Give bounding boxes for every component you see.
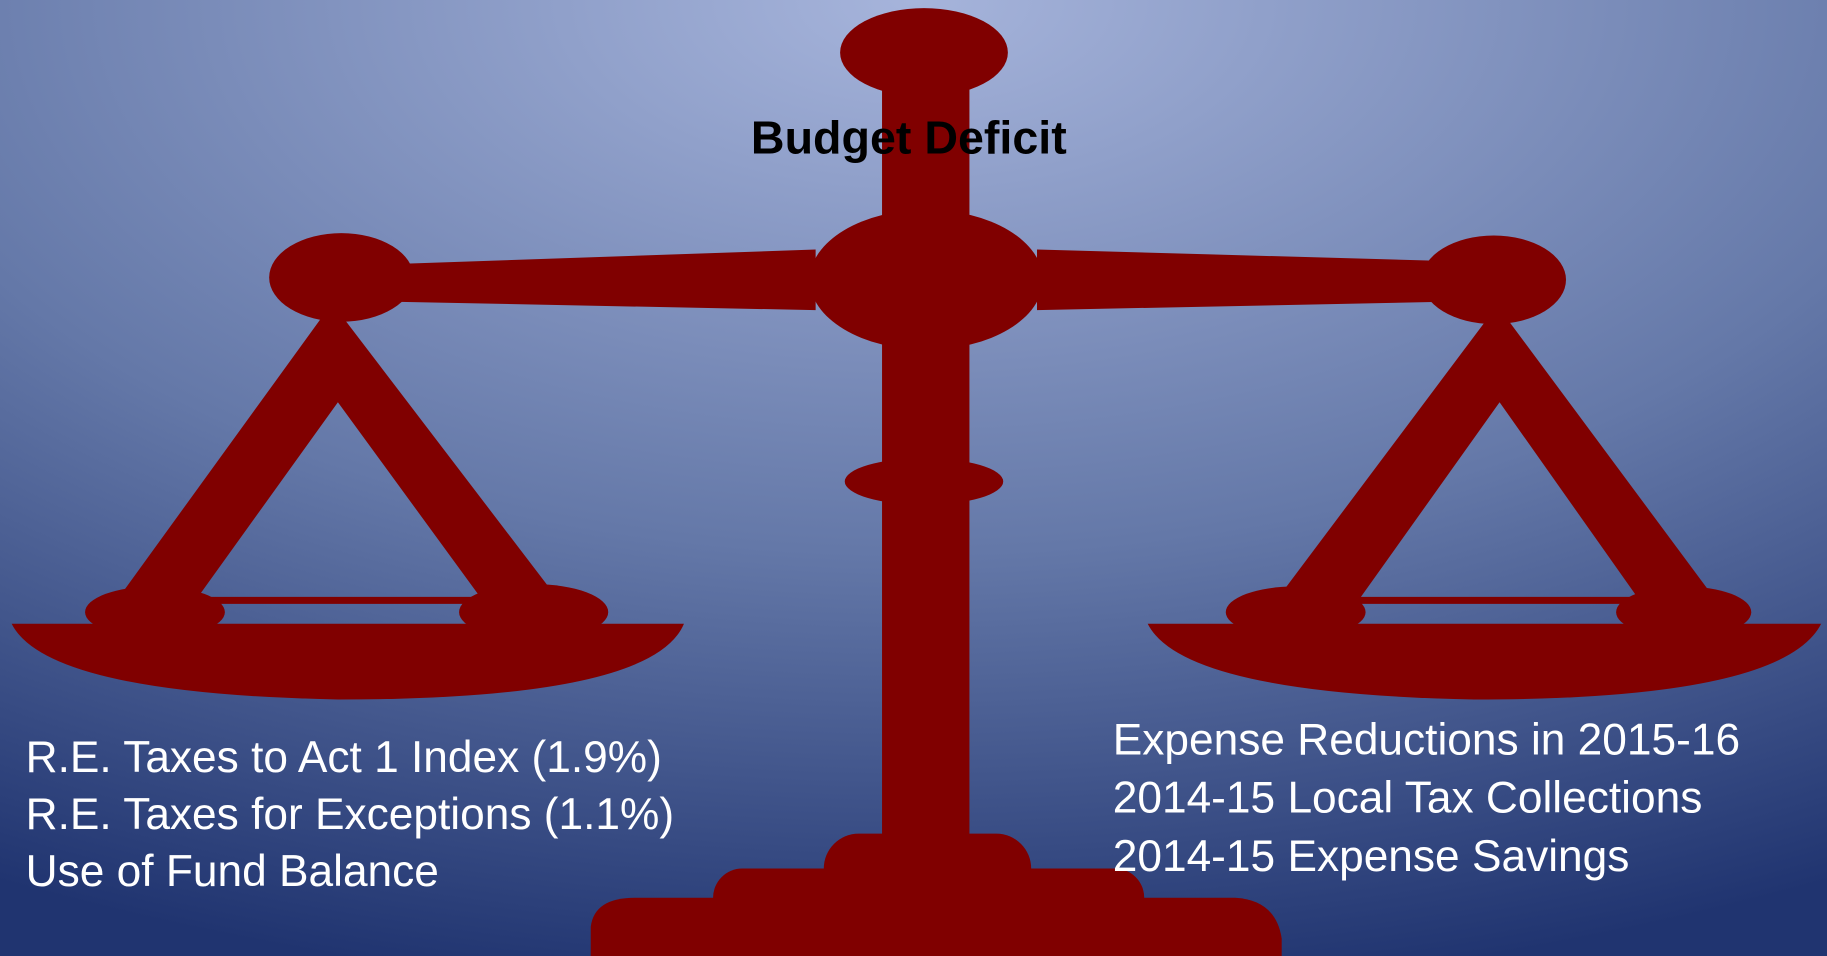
left-item: R.E. Taxes to Act 1 Index (1.9%) <box>26 733 662 782</box>
slide: Budget Deficit R.E. Taxes to Act 1 Index… <box>0 0 1827 956</box>
left-item: Use of Fund Balance <box>26 847 439 896</box>
left-item: R.E. Taxes for Exceptions (1.1%) <box>26 790 674 839</box>
right-item: 2014-15 Local Tax Collections <box>1113 774 1703 823</box>
right-item: 2014-15 Expense Savings <box>1113 832 1630 881</box>
page: Budget Deficit R.E. Taxes to Act 1 Index… <box>0 0 1827 956</box>
title: Budget Deficit <box>751 111 1067 163</box>
right-item: Expense Reductions in 2015-16 <box>1113 715 1740 764</box>
